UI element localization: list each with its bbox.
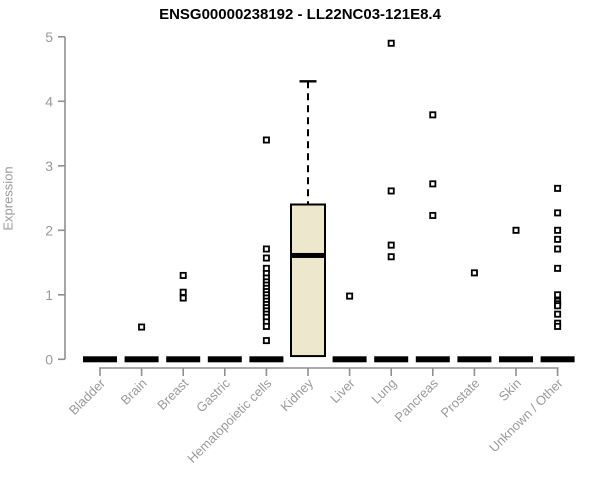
x-tick-label: Skin xyxy=(496,376,524,404)
outlier-point xyxy=(387,187,395,195)
outlier-point xyxy=(554,235,562,243)
collapsed-box xyxy=(124,356,159,363)
outlier-point xyxy=(138,323,146,331)
collapsed-box xyxy=(540,356,575,363)
outlier-point xyxy=(179,288,187,296)
collapsed-box xyxy=(166,356,201,363)
outlier-point xyxy=(554,322,562,330)
y-tick-label: 5 xyxy=(45,29,53,45)
outlier-point xyxy=(262,136,270,144)
x-tick-label: Prostate xyxy=(438,376,483,421)
y-tick-label: 2 xyxy=(45,222,53,238)
y-axis-title: Expression xyxy=(0,166,16,231)
outlier-point xyxy=(262,245,270,253)
y-tick-label: 3 xyxy=(45,158,53,174)
outlier-point xyxy=(470,269,478,277)
outlier-point xyxy=(387,253,395,261)
outlier-point xyxy=(346,292,354,300)
box xyxy=(290,203,326,358)
chart-title: ENSG00000238192 - LL22NC03-121E8.4 xyxy=(159,6,441,23)
outlier-point xyxy=(429,180,437,188)
y-tick-label: 1 xyxy=(45,287,53,303)
outlier-point xyxy=(554,226,562,234)
x-tick-label: Lung xyxy=(368,376,399,407)
y-tick-label: 4 xyxy=(45,93,53,109)
outlier-point xyxy=(179,271,187,279)
outlier-point xyxy=(262,254,270,262)
collapsed-box xyxy=(207,356,242,363)
outlier-point xyxy=(262,337,270,345)
outlier-point xyxy=(554,291,562,299)
outlier-point xyxy=(554,302,562,310)
x-tick-label: Bladder xyxy=(66,375,109,418)
outlier-point xyxy=(429,111,437,119)
collapsed-box xyxy=(415,356,450,363)
x-tick-label: Breast xyxy=(154,375,191,412)
outlier-point xyxy=(429,211,437,219)
outlier-point xyxy=(554,184,562,192)
outlier-point xyxy=(554,264,562,272)
collapsed-box xyxy=(457,356,492,363)
y-tick-label: 0 xyxy=(45,351,53,367)
collapsed-box xyxy=(332,356,367,363)
x-tick-label: Pancreas xyxy=(391,375,441,425)
outlier-point xyxy=(554,245,562,253)
x-tick-label: Liver xyxy=(327,375,358,406)
x-tick-label: Unknown / Other xyxy=(486,375,566,455)
outlier-point xyxy=(554,209,562,217)
collapsed-box xyxy=(499,356,533,363)
collapsed-box xyxy=(249,356,284,363)
outlier-point xyxy=(179,294,187,302)
outlier-point xyxy=(387,39,395,47)
outlier-point xyxy=(512,226,520,234)
outlier-point xyxy=(262,322,270,330)
x-tick-label: Kidney xyxy=(277,375,316,414)
outlier-point xyxy=(387,241,395,249)
outlier-point xyxy=(554,310,562,318)
collapsed-box xyxy=(374,356,409,363)
x-tick-label: Gastric xyxy=(193,375,233,415)
x-tick-label: Brain xyxy=(118,376,150,408)
collapsed-box xyxy=(83,356,117,363)
median-line xyxy=(291,252,325,258)
